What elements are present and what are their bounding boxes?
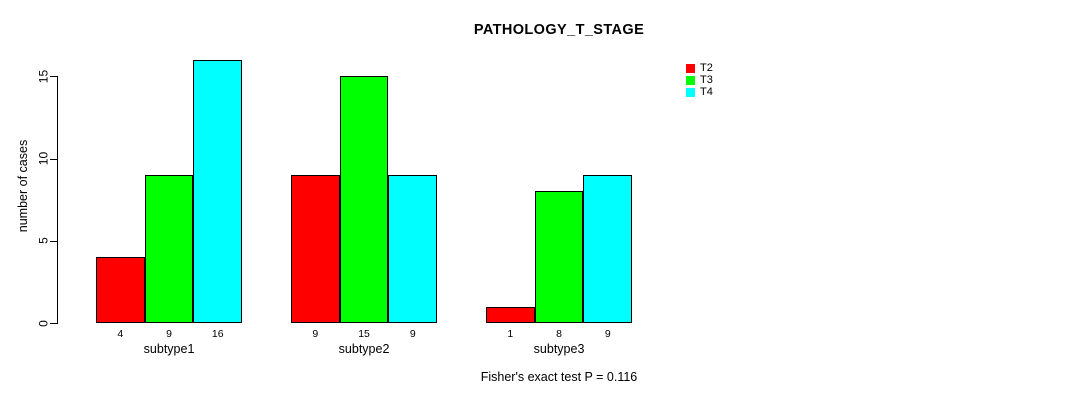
legend-swatch <box>686 87 695 97</box>
bar-t3-subtype2 <box>339 76 389 323</box>
bar-value-label: 9 <box>166 328 172 340</box>
bar-t2-subtype1 <box>96 257 145 323</box>
y-tick <box>50 240 58 242</box>
legend-swatch <box>686 75 695 85</box>
bar-t3-subtype1 <box>144 174 194 323</box>
bar-value-label: 8 <box>556 328 562 340</box>
legend-swatch <box>686 63 695 73</box>
bar-value-label: 9 <box>312 328 319 340</box>
legend-label: T3 <box>700 74 713 86</box>
bar-value-label: 16 <box>211 328 224 340</box>
category-label: subtype2 <box>338 342 390 356</box>
y-tick-label: 0 <box>36 319 51 327</box>
bar-value-label: 9 <box>409 328 416 340</box>
bar-value-label: 15 <box>358 328 370 340</box>
chart-title: PATHOLOGY_T_STAGE <box>473 22 645 38</box>
bar-t3-subtype3 <box>534 191 584 323</box>
bar-value-label: 9 <box>604 328 611 340</box>
y-axis-label: number of cases <box>16 139 30 233</box>
y-axis-line <box>57 76 58 324</box>
bar-value-label: 1 <box>507 328 514 340</box>
legend-label: T4 <box>700 86 713 98</box>
category-label: subtype1 <box>143 342 195 356</box>
y-tick <box>50 76 58 78</box>
bar-t2-subtype2 <box>291 174 340 323</box>
stat-annotation: Fisher's exact test P = 0.116 <box>480 370 638 384</box>
category-label: subtype3 <box>533 342 585 356</box>
y-tick-label: 5 <box>36 237 51 245</box>
y-tick-label: 10 <box>36 151 51 166</box>
y-tick <box>50 158 58 160</box>
bar-t4-subtype1 <box>193 59 243 323</box>
bar-t2-subtype3 <box>486 306 535 323</box>
bar-t4-subtype3 <box>583 174 633 323</box>
legend-item-t3: T3 <box>686 74 713 86</box>
legend-label: T2 <box>700 62 713 74</box>
legend: T2 T3 T4 <box>686 62 713 98</box>
y-tick <box>50 323 58 324</box>
y-tick-label: 15 <box>36 69 51 83</box>
bar-value-label: 4 <box>117 328 124 340</box>
legend-item-t4: T4 <box>686 86 713 98</box>
legend-item-t2: T2 <box>686 62 713 74</box>
bar-t4-subtype2 <box>388 174 438 323</box>
